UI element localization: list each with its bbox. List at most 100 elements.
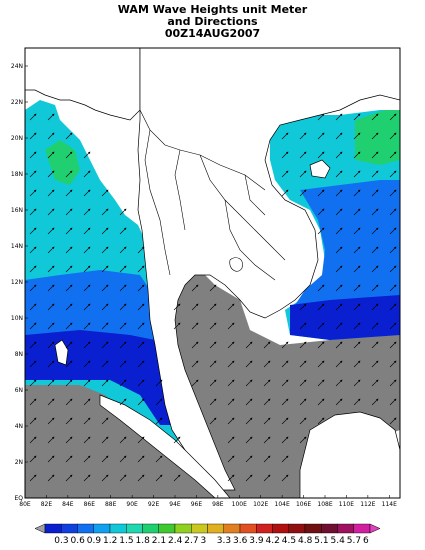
- wave-arrow: [335, 170, 343, 178]
- wave-arrow: [29, 227, 37, 235]
- lat-tick-label: 12N: [11, 279, 23, 286]
- wave-arrow: [29, 132, 37, 140]
- landmass-hainan: [309, 159, 331, 179]
- wave-arrow: [65, 360, 73, 368]
- wave-arrow: [371, 284, 379, 292]
- wave-arrow: [47, 284, 55, 292]
- wave-arrow: [173, 436, 181, 444]
- wave-arrow: [335, 189, 343, 197]
- colorbar-swatch: [158, 523, 176, 534]
- map-title-date: 00Z14AUG2007: [164, 27, 261, 40]
- wave-arrow: [137, 341, 145, 349]
- colorbar-swatch: [337, 523, 354, 534]
- wave-arrow: [263, 360, 271, 368]
- wave-arrow: [65, 265, 73, 273]
- colorbar-label: 6: [363, 536, 369, 546]
- wave-arrow: [47, 417, 55, 425]
- wave-arrow: [389, 170, 397, 178]
- wave-arrow: [371, 265, 379, 273]
- wave-arrow: [119, 208, 127, 216]
- wave-arrow: [299, 151, 307, 159]
- lon-tick-label: 104E: [275, 501, 290, 508]
- lon-tick-label: 88E: [105, 501, 117, 508]
- lon-tick-label: 106E: [296, 501, 311, 508]
- wave-arrow: [371, 189, 379, 197]
- wave-arrow: [29, 151, 37, 159]
- wave-arrow: [47, 322, 55, 330]
- wave-arrow: [389, 398, 397, 406]
- wave-arrow: [389, 189, 397, 197]
- wave-arrow: [137, 379, 145, 387]
- wave-arrow: [353, 170, 361, 178]
- wave-arrow: [101, 303, 109, 311]
- wave-arrow: [317, 303, 325, 311]
- wave-arrow: [299, 189, 307, 197]
- colorbar: [34, 523, 381, 534]
- wave-arrow: [281, 170, 289, 178]
- lon-tick-label: 90E: [126, 501, 138, 508]
- wave-arrow: [83, 417, 91, 425]
- wave-arrow: [29, 474, 37, 482]
- wave-arrow: [317, 398, 325, 406]
- wave-arrow: [29, 113, 37, 121]
- lat-tick-label: 20N: [11, 135, 23, 142]
- wave-arrow: [263, 436, 271, 444]
- ocean-field-east-peak: [355, 110, 400, 165]
- colorbar-label: 1.2: [103, 536, 118, 546]
- wave-arrow: [29, 208, 37, 216]
- wave-arrow: [317, 379, 325, 387]
- wave-arrow: [317, 322, 325, 330]
- colorbar-label: 0.3: [54, 536, 69, 546]
- lon-tick-label: 92E: [148, 501, 160, 508]
- colorbar-label: 5.4: [330, 536, 345, 546]
- landmass-sri-lanka: [54, 339, 69, 366]
- wave-arrow: [65, 417, 73, 425]
- map-title-line2: and Directions: [167, 15, 258, 28]
- colorbar-high-triangle: [369, 523, 381, 534]
- wave-arrow: [389, 113, 397, 121]
- lon-tick-label: 110E: [339, 501, 354, 508]
- lat-tick-label: EQ: [14, 495, 23, 502]
- wave-arrow: [335, 360, 343, 368]
- wave-arrow: [83, 455, 91, 463]
- lon-tick-label: 102E: [253, 501, 268, 508]
- wave-arrow: [389, 417, 397, 425]
- wave-arrow: [371, 208, 379, 216]
- colorbar-swatch: [61, 523, 78, 534]
- wave-arrow: [173, 303, 181, 311]
- wave-arrow: [317, 113, 325, 121]
- wave-arrow: [29, 322, 37, 330]
- wave-arrow: [281, 436, 289, 444]
- wave-arrow: [263, 341, 271, 349]
- wave-arrow: [281, 132, 289, 140]
- wave-arrow: [65, 303, 73, 311]
- wave-arrow: [83, 208, 91, 216]
- wave-arrow: [65, 455, 73, 463]
- wave-arrow: [281, 360, 289, 368]
- wave-arrow: [119, 265, 127, 273]
- wave-arrow: [155, 379, 163, 387]
- wave-arrow: [155, 417, 163, 425]
- latitude-ticks: EQ 2N 4N 6N 8N 10N 12N 14N 16N 18N 20N 22N 24N: [11, 63, 28, 502]
- colorbar-label: 3: [200, 536, 207, 546]
- wave-arrow: [371, 170, 379, 178]
- wave-arrow: [299, 341, 307, 349]
- wave-arrow: [101, 360, 109, 368]
- wave-arrow: [227, 360, 235, 368]
- wave-arrow: [119, 436, 127, 444]
- wave-arrow: [29, 265, 37, 273]
- colorbar-swatch: [44, 523, 62, 534]
- wave-arrow: [209, 417, 217, 425]
- wave-arrow: [83, 151, 91, 159]
- wave-arrow: [209, 398, 217, 406]
- wave-arrow: [101, 341, 109, 349]
- wave-arrow: [137, 360, 145, 368]
- wave-arrow: [389, 303, 397, 311]
- lon-tick-label: 94E: [169, 501, 181, 508]
- wave-arrow: [227, 474, 235, 482]
- wave-arrow: [65, 208, 73, 216]
- wave-arrow: [245, 417, 253, 425]
- wave-arrow: [371, 132, 379, 140]
- wave-arrow: [65, 227, 73, 235]
